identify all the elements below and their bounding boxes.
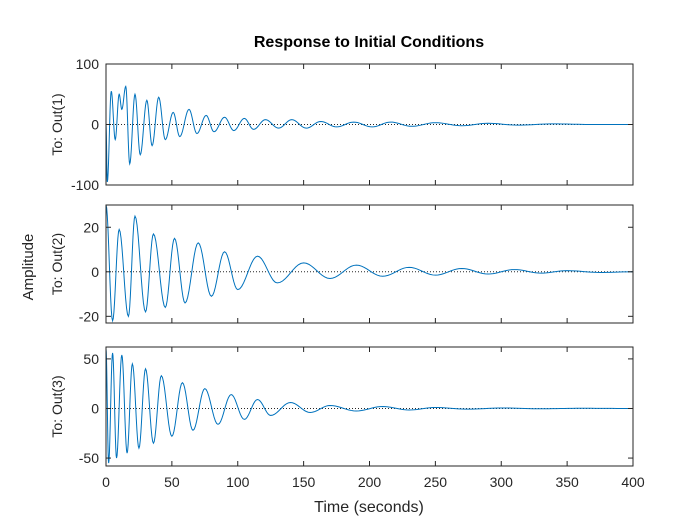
y-tick-label: 0 xyxy=(91,264,99,280)
x-tick-label: 150 xyxy=(292,474,316,490)
x-tick-label: 100 xyxy=(226,474,250,490)
response-series-out2 xyxy=(106,205,633,323)
chart-title: Response to Initial Conditions xyxy=(254,34,484,51)
y-tick-label: 100 xyxy=(76,56,100,72)
y-tick-label: 20 xyxy=(83,219,99,235)
panel-2: -20 0 20 To: Out(2) xyxy=(49,204,634,324)
x-tick-label: 350 xyxy=(555,474,579,490)
y-tick-label: -50 xyxy=(79,450,99,466)
y-tick-label: 0 xyxy=(91,117,99,133)
panel-output-label: To: Out(1) xyxy=(49,93,65,155)
y-tick-label: -100 xyxy=(71,177,99,193)
x-tick-label: 300 xyxy=(490,474,514,490)
y-tick-label: 50 xyxy=(83,351,99,367)
x-tick-label: 0 xyxy=(102,474,110,490)
y-tick-label: -20 xyxy=(79,308,99,324)
response-series-out1 xyxy=(106,85,633,183)
x-tick-label: 50 xyxy=(164,474,180,490)
x-tick-label: 250 xyxy=(424,474,448,490)
x-tick-label: 200 xyxy=(358,474,382,490)
y-axis-label: Amplitude xyxy=(20,234,37,301)
response-series-out3 xyxy=(106,348,633,464)
x-axis-label: Time (seconds) xyxy=(314,499,424,516)
x-tick-label: 400 xyxy=(621,474,645,490)
panel-output-label: To: Out(2) xyxy=(49,233,65,295)
panel-1: -100 0 100 To: Out(1) xyxy=(49,56,634,193)
y-tick-label: 0 xyxy=(91,400,99,416)
panel-output-label: To: Out(3) xyxy=(49,375,65,437)
